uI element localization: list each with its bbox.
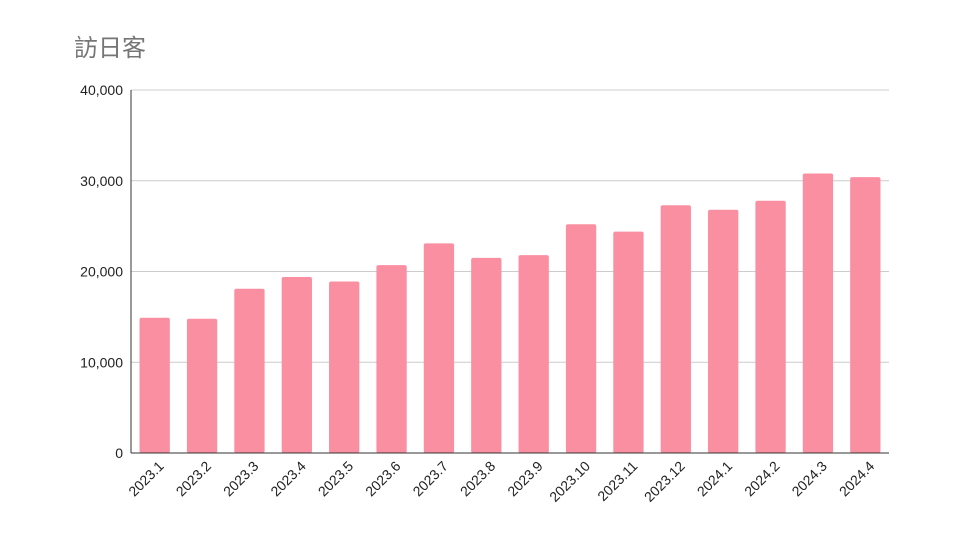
- bar: [850, 177, 881, 453]
- x-tick-label: 2023.8: [457, 458, 499, 500]
- chart-title: 訪日客: [74, 34, 146, 62]
- x-tick-label: 2023.5: [315, 458, 357, 500]
- x-axis-ticks: 2023.1 2023.2 2023.3 2023.4 2023.5 2023.6 2023…: [125, 458, 877, 505]
- x-tick-label: 2023.3: [220, 458, 262, 500]
- x-tick-label: 2023.11: [594, 458, 641, 505]
- axes: [130, 90, 889, 454]
- x-tick-label: 2024.1: [694, 458, 736, 500]
- x-tick-label: 2023.7: [409, 458, 451, 500]
- bar: [518, 255, 549, 453]
- bar: [755, 200, 786, 453]
- bars: [139, 173, 881, 454]
- bar: [234, 288, 265, 453]
- x-tick-label: 2024.3: [788, 458, 830, 500]
- bar: [802, 173, 834, 454]
- bar: [186, 318, 218, 453]
- y-tick-label: 30,000: [80, 173, 123, 189]
- y-tick-label: 20,000: [80, 264, 123, 280]
- bar: [708, 209, 739, 453]
- x-tick-label: 2023.10: [546, 458, 593, 505]
- bar: [613, 231, 644, 453]
- x-tick-label: 2023.9: [504, 458, 546, 500]
- x-tick-label: 2023.2: [173, 458, 215, 500]
- bar: [139, 317, 170, 453]
- y-tick-label: 10,000: [80, 354, 123, 370]
- x-tick-label: 2023.1: [125, 458, 167, 500]
- bar: [329, 281, 360, 453]
- bar: [281, 276, 312, 453]
- x-tick-label: 2024.2: [741, 458, 783, 500]
- x-tick-label: 2024.4: [836, 458, 878, 500]
- y-axis-ticks: 0 10,000 20,000 30,000 40,000: [80, 82, 123, 461]
- x-tick-label: 2023.12: [641, 458, 688, 505]
- bar: [471, 257, 502, 453]
- y-tick-label: 40,000: [80, 82, 123, 98]
- x-tick-label: 2023.6: [362, 458, 404, 500]
- bar: [376, 265, 407, 453]
- bar: [423, 243, 455, 453]
- x-tick-label: 2023.4: [267, 458, 309, 500]
- bar: [565, 224, 597, 453]
- bar: [660, 205, 691, 453]
- y-tick-label: 0: [115, 445, 123, 461]
